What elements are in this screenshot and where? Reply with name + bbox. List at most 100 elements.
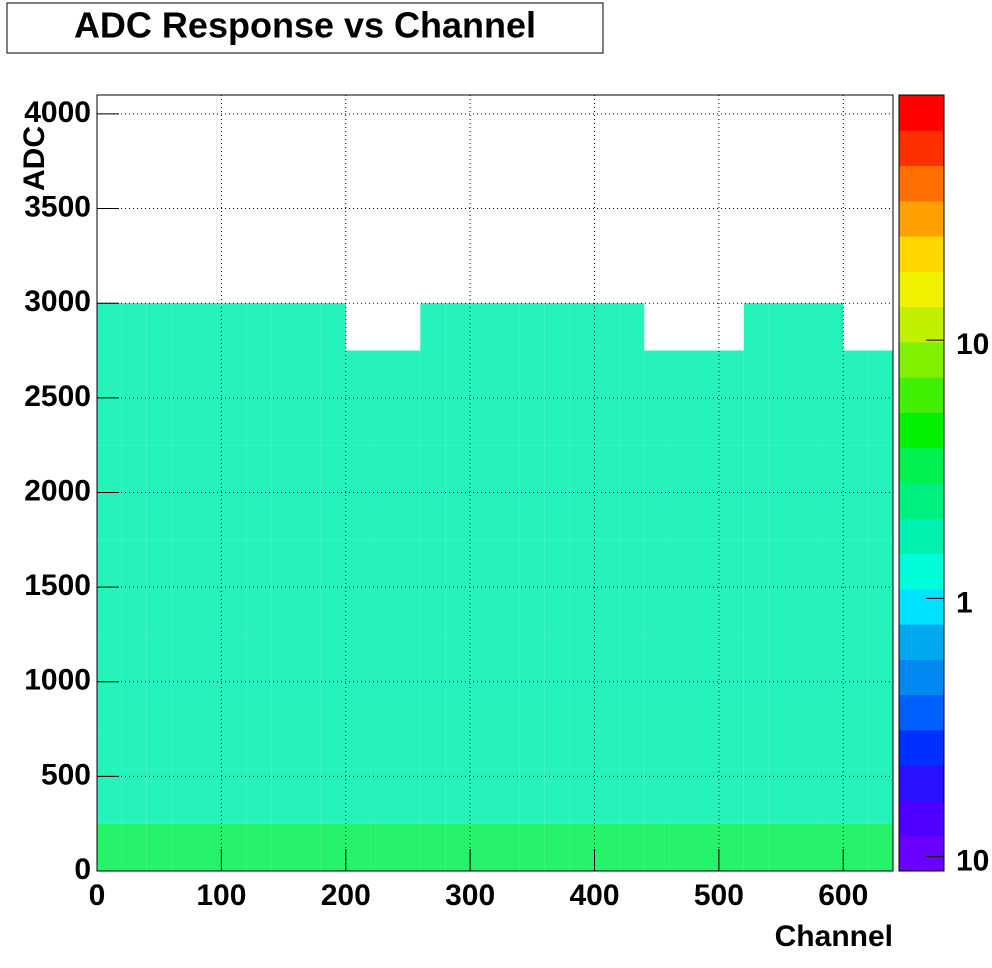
heatmap-cell	[395, 397, 421, 446]
heatmap-cell	[594, 729, 620, 777]
heatmap-cell	[544, 681, 570, 730]
heatmap-cell	[793, 776, 819, 824]
colorbar-band	[899, 377, 944, 413]
heatmap-cell	[246, 303, 272, 351]
heatmap-cell	[818, 634, 844, 682]
heatmap-cell	[495, 634, 520, 682]
heatmap-cell	[743, 539, 769, 588]
heatmap-cell	[97, 729, 122, 777]
heatmap-cell	[320, 539, 346, 588]
heatmap-cell	[569, 397, 595, 446]
heatmap-cell	[594, 776, 620, 824]
heatmap-cell	[470, 587, 495, 635]
heatmap-cell	[768, 397, 794, 446]
heatmap-cell	[97, 492, 122, 540]
heatmap-cell	[445, 587, 471, 635]
y-tick-label: 500	[41, 758, 91, 791]
heatmap-cell	[470, 350, 495, 398]
heatmap-cell	[793, 303, 819, 351]
heatmap-cell	[694, 729, 719, 777]
heatmap-cell	[594, 634, 620, 682]
colorbar-band	[899, 236, 944, 272]
heatmap-cell	[495, 729, 520, 777]
heatmap-cell	[196, 776, 222, 824]
heatmap-cell	[519, 776, 545, 824]
heatmap-cell	[644, 350, 670, 398]
heatmap-cell	[445, 729, 471, 777]
heatmap-cell	[395, 823, 421, 871]
heatmap-cell	[669, 492, 694, 540]
heatmap-cell	[97, 303, 122, 351]
heatmap-cell	[345, 776, 371, 824]
heatmap-cell	[718, 681, 744, 730]
heatmap-cell	[370, 729, 396, 777]
chart-title: ADC Response vs Channel	[74, 5, 536, 46]
heatmap-cell	[345, 823, 371, 871]
heatmap-cell	[569, 492, 595, 540]
heatmap-cell	[445, 445, 471, 493]
heatmap-cell	[370, 350, 396, 398]
heatmap-cell	[669, 634, 694, 682]
heatmap-cell	[395, 681, 421, 730]
heatmap-cell	[196, 492, 222, 540]
heatmap-cell	[519, 587, 545, 635]
heatmap-cell	[171, 681, 197, 730]
heatmap-cell	[345, 587, 371, 635]
colorbar-band	[899, 624, 944, 660]
heatmap-cell	[97, 539, 122, 588]
heatmap-cell	[818, 303, 844, 351]
heatmap-cell	[718, 823, 744, 871]
heatmap-cell	[544, 823, 570, 871]
heatmap-cell	[97, 445, 122, 493]
heatmap-cell	[594, 492, 620, 540]
heatmap-cell	[619, 397, 645, 446]
colorbar-band	[899, 271, 944, 308]
heatmap-cell	[146, 492, 172, 540]
heatmap-cell	[146, 445, 172, 493]
colorbar-band	[899, 518, 944, 555]
heatmap-cell	[171, 776, 197, 824]
heatmap-cell	[868, 681, 893, 730]
heatmap-cell	[296, 539, 321, 588]
heatmap-cell	[495, 587, 520, 635]
heatmap-cell	[694, 397, 719, 446]
heatmap-cell	[768, 681, 794, 730]
heatmap-cell	[121, 445, 147, 493]
heatmap-cell	[569, 539, 595, 588]
heatmap-cell	[843, 397, 869, 446]
heatmap-cell	[420, 350, 446, 398]
heatmap-cell	[345, 681, 371, 730]
heatmap-cell	[644, 587, 670, 635]
heatmap-cell	[743, 681, 769, 730]
x-tick-label: 100	[196, 879, 246, 912]
colorbar-tick-label: 10	[956, 328, 989, 361]
heatmap-cell	[743, 587, 769, 635]
y-tick-label: 3500	[24, 190, 91, 223]
heatmap-cell	[544, 634, 570, 682]
heatmap-cell	[594, 681, 620, 730]
heatmap-cell	[544, 539, 570, 588]
heatmap-cell	[271, 303, 296, 351]
heatmap-cell	[619, 729, 645, 777]
heatmap-cell	[843, 634, 869, 682]
heatmap-cell	[121, 634, 147, 682]
colorbar-band	[899, 130, 944, 167]
heatmap-cell	[121, 350, 147, 398]
heatmap-cell	[246, 445, 272, 493]
heatmap-cell	[171, 539, 197, 588]
heatmap-cell	[320, 350, 346, 398]
heatmap-cell	[420, 303, 446, 351]
heatmap-cell	[171, 587, 197, 635]
heatmap-cell	[320, 681, 346, 730]
heatmap-cell	[370, 587, 396, 635]
heatmap-cell	[569, 445, 595, 493]
colorbar-band	[899, 765, 944, 801]
heatmap-cell	[669, 776, 694, 824]
heatmap-cell	[519, 350, 545, 398]
heatmap-cell	[793, 397, 819, 446]
heatmap-cell	[843, 445, 869, 493]
heatmap-cell	[420, 587, 446, 635]
heatmap-cell	[445, 539, 471, 588]
colorbar-band	[899, 165, 944, 202]
plot-frame	[96, 94, 894, 872]
